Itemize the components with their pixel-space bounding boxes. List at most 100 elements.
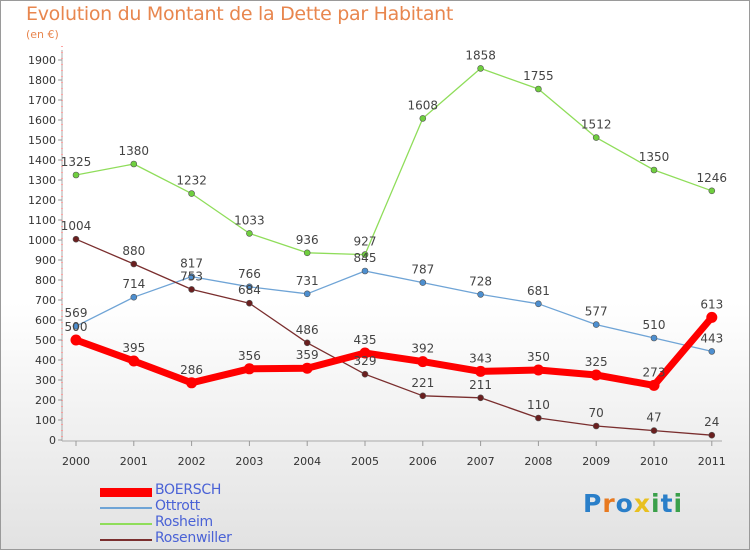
data-label-rosheim: 927 bbox=[354, 235, 377, 249]
data-label-boersch: 500 bbox=[65, 320, 88, 334]
y-tick-label: 1000 bbox=[28, 234, 56, 247]
chart-title: Evolution du Montant de la Dette par Hab… bbox=[26, 3, 454, 25]
data-label-ottrott: 817 bbox=[180, 257, 203, 271]
logo-letter: x bbox=[633, 489, 651, 518]
y-tick-label: 900 bbox=[35, 254, 56, 267]
y-tick-label: 1800 bbox=[28, 74, 56, 87]
data-label-rosheim: 1325 bbox=[61, 155, 92, 169]
series-line-rosenwiller bbox=[75, 238, 713, 436]
y-tick-label: 1100 bbox=[28, 214, 56, 227]
data-label-rosheim: 1232 bbox=[176, 174, 207, 188]
data-label-rosenwiller: 24 bbox=[704, 415, 719, 429]
logo-letter: P bbox=[583, 489, 603, 518]
data-label-rosenwiller: 211 bbox=[469, 378, 492, 392]
y-tick-label: 1700 bbox=[28, 94, 56, 107]
data-point-rosheim bbox=[477, 65, 484, 72]
data-label-ottrott: 510 bbox=[643, 318, 666, 332]
data-point-rosenwiller bbox=[188, 286, 195, 293]
data-point-ottrott bbox=[535, 300, 542, 308]
data-point-rosenwiller bbox=[708, 431, 716, 439]
x-tick-label: 2007 bbox=[467, 455, 495, 468]
x-tick-label: 2008 bbox=[524, 455, 552, 468]
y-tick-label: 800 bbox=[35, 274, 56, 287]
data-point-rosenwiller bbox=[246, 299, 253, 307]
data-point-rosheim bbox=[592, 134, 600, 141]
y-tick-label: 1600 bbox=[28, 114, 56, 127]
y-tick-label: 1300 bbox=[28, 174, 56, 187]
x-tick-label: 2011 bbox=[698, 455, 726, 468]
data-label-rosheim: 936 bbox=[296, 233, 319, 247]
y-tick-label: 300 bbox=[35, 374, 56, 387]
x-tick-label: 2001 bbox=[120, 455, 148, 468]
data-label-ottrott: 787 bbox=[411, 263, 434, 277]
data-point-rosheim bbox=[361, 251, 369, 258]
data-label-boersch: 435 bbox=[354, 333, 377, 347]
data-point-rosheim bbox=[303, 249, 311, 257]
data-label-ottrott: 681 bbox=[527, 284, 550, 298]
logo-letter: t bbox=[660, 489, 674, 518]
data-label-rosenwiller: 329 bbox=[354, 354, 377, 368]
legend-label-boersch: BOERSCH bbox=[155, 482, 222, 498]
data-label-ottrott: 569 bbox=[65, 306, 88, 320]
data-point-ottrott bbox=[361, 267, 369, 275]
data-point-rosenwiller bbox=[419, 392, 427, 400]
data-label-ottrott: 443 bbox=[700, 331, 723, 345]
data-point-rosenwiller bbox=[535, 414, 542, 422]
series-line-rosheim bbox=[75, 67, 713, 256]
y-tick-label: 1500 bbox=[28, 134, 56, 147]
data-label-ottrott: 714 bbox=[122, 277, 145, 291]
data-point-rosenwiller bbox=[72, 235, 80, 243]
data-point-ottrott bbox=[708, 348, 716, 355]
data-point-ottrott bbox=[650, 334, 658, 342]
x-tick-label: 2000 bbox=[62, 455, 90, 468]
data-label-ottrott: 577 bbox=[585, 305, 608, 319]
data-point-boersch bbox=[648, 379, 660, 391]
data-point-boersch bbox=[475, 365, 487, 377]
data-label-boersch: 343 bbox=[469, 351, 492, 365]
chart-subtitle: (en €) bbox=[26, 28, 59, 41]
data-label-ottrott: 728 bbox=[469, 274, 492, 288]
data-point-rosheim bbox=[130, 160, 138, 168]
data-point-ottrott bbox=[72, 322, 80, 330]
x-tick-label: 2003 bbox=[235, 455, 263, 468]
data-point-rosenwiller bbox=[361, 370, 369, 378]
data-label-rosheim: 1350 bbox=[639, 150, 670, 164]
data-point-rosheim bbox=[708, 187, 716, 195]
legend-label-ottrott: Ottrott bbox=[155, 498, 200, 514]
data-label-rosheim: 1608 bbox=[408, 98, 439, 112]
y-tick-label: 0 bbox=[49, 434, 56, 447]
data-label-rosenwiller: 221 bbox=[411, 376, 434, 390]
data-label-rosenwiller: 1004 bbox=[61, 219, 92, 233]
data-point-boersch bbox=[243, 363, 255, 375]
series-line-boersch bbox=[72, 313, 716, 389]
legend-label-rosenwiller: Rosenwiller bbox=[155, 530, 232, 546]
data-point-rosenwiller bbox=[650, 427, 658, 434]
logo-letter: o bbox=[615, 489, 634, 518]
data-label-rosheim: 1246 bbox=[697, 171, 728, 185]
y-tick-label: 400 bbox=[35, 354, 56, 367]
data-label-rosenwiller: 47 bbox=[646, 411, 661, 425]
legend-label-rosheim: Rosheim bbox=[155, 514, 213, 530]
data-point-ottrott bbox=[246, 283, 253, 291]
legend-swatch-ottrott bbox=[100, 507, 152, 509]
data-label-boersch: 325 bbox=[585, 355, 608, 369]
data-label-rosheim: 1380 bbox=[119, 144, 150, 158]
y-tick-label: 200 bbox=[35, 394, 56, 407]
y-tick-label: 1200 bbox=[28, 194, 56, 207]
y-tick-label: 100 bbox=[35, 414, 56, 427]
data-point-rosheim bbox=[246, 230, 253, 237]
data-point-rosenwiller bbox=[592, 422, 600, 430]
legend-swatch-boersch bbox=[100, 488, 152, 497]
data-point-ottrott bbox=[188, 273, 195, 280]
data-label-rosenwiller: 486 bbox=[296, 323, 319, 337]
data-point-ottrott bbox=[592, 321, 600, 328]
data-point-rosheim bbox=[188, 190, 195, 197]
data-label-boersch: 356 bbox=[238, 349, 261, 363]
data-label-boersch: 395 bbox=[122, 341, 145, 355]
x-tick-label: 2010 bbox=[640, 455, 668, 468]
data-label-rosheim: 1512 bbox=[581, 118, 612, 132]
data-label-ottrott: 731 bbox=[296, 274, 319, 288]
logo-letter: i bbox=[673, 489, 684, 518]
